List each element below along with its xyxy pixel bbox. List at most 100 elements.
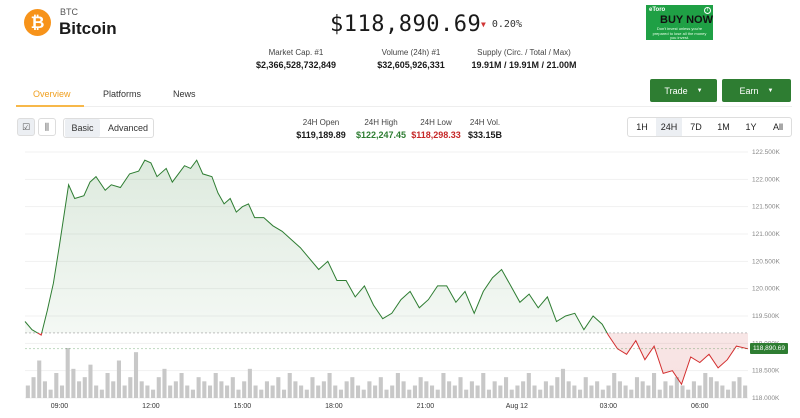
range-7d[interactable]: 7D — [690, 122, 702, 132]
volume-stat: Volume (24h) #1 $32,605,926,331 — [355, 48, 467, 70]
volume-bar — [185, 385, 190, 398]
x-tick-label: 09:00 — [51, 403, 69, 410]
advanced-view-button[interactable]: Advanced — [107, 123, 149, 133]
price-chart[interactable]: 122.500K 122.000K 121.500K 121.000K 120.500K… — [0, 140, 800, 418]
volume-bar — [623, 385, 628, 398]
info-icon[interactable]: i — [704, 7, 711, 14]
volume-bar — [720, 385, 725, 398]
supply-value: 19.91M / 19.91M / 21.00M — [471, 60, 577, 70]
volume-bar — [526, 373, 531, 398]
ad-banner[interactable]: eToro i BUY NOW Don't invest unless you'… — [646, 5, 713, 40]
volume-bar — [395, 373, 400, 398]
volume-bar — [145, 385, 150, 398]
low-stat: 24H Low $118,298.33 — [403, 118, 469, 140]
volume-bar — [281, 389, 287, 398]
trade-label: Trade — [664, 85, 688, 96]
earn-button[interactable]: Earn ▼ — [722, 79, 791, 102]
basic-view-button[interactable]: Basic — [65, 119, 100, 137]
volume-bar — [481, 373, 486, 398]
volume-bar — [458, 377, 463, 398]
price-change-value: 0.20% — [491, 19, 522, 30]
high-value: $122,247.45 — [355, 130, 407, 140]
volume-bar — [42, 381, 47, 398]
y-tick-label: 120.000K — [752, 286, 780, 293]
volume-bar — [646, 385, 651, 398]
volume-bar — [253, 385, 258, 398]
volume-bar — [600, 389, 605, 398]
volume-bar — [168, 385, 173, 398]
volume-bar — [316, 385, 321, 398]
current-price: $118,890.69 — [330, 12, 482, 37]
range-1y[interactable]: 1Y — [745, 122, 757, 132]
line-chart-toggle[interactable]: ☑ — [17, 118, 35, 136]
coin-ticker: BTC — [60, 7, 78, 17]
volume-bar — [133, 352, 139, 398]
volume-bar — [492, 381, 497, 398]
volume-bar — [276, 377, 281, 398]
volume-bar — [128, 377, 133, 398]
volume-bar — [25, 385, 30, 398]
volume-bar — [435, 389, 440, 398]
volume-bar — [697, 385, 702, 398]
volume-bar — [424, 381, 429, 398]
price-line-up — [24, 159, 608, 333]
volume-bar — [669, 385, 674, 398]
volume-bar — [59, 385, 65, 398]
volume-bar — [299, 385, 304, 398]
market-cap-value: $2,366,528,732,849 — [255, 60, 337, 70]
volume-bar — [509, 389, 514, 398]
volume-bar — [361, 389, 366, 398]
volume-bar — [373, 385, 378, 398]
volume-bar — [538, 389, 543, 398]
volume-bar — [475, 385, 480, 398]
vol-label: 24H Vol. — [469, 118, 501, 127]
volume-bar — [663, 381, 668, 398]
range-24h[interactable]: 24H — [656, 118, 682, 136]
volume-bar — [657, 389, 662, 398]
x-tick-label: 15:00 — [234, 403, 252, 410]
range-all[interactable]: All — [772, 122, 783, 132]
area-below-open — [25, 332, 748, 385]
volume-bar — [247, 368, 252, 398]
high-label: 24H High — [364, 118, 398, 127]
volume-bar — [680, 385, 685, 398]
ad-cta[interactable]: BUY NOW — [660, 14, 713, 26]
candle-chart-toggle[interactable]: ⫼ — [38, 118, 56, 136]
volume-bar — [378, 377, 383, 398]
market-cap-stat: Market Cap. #1 $2,366,528,732,849 — [240, 48, 352, 70]
volume-bar — [521, 381, 526, 398]
volume-bar — [441, 373, 446, 398]
volume-bar — [714, 381, 719, 398]
volume-bar — [48, 389, 53, 398]
x-tick-label: 12:00 — [142, 403, 160, 410]
volume-bar — [94, 385, 99, 398]
volume-bar — [629, 389, 634, 398]
y-tick-label: 121.500K — [752, 204, 780, 211]
volume-bar — [333, 385, 338, 398]
range-1m[interactable]: 1M — [717, 122, 730, 132]
open-stat: 24H Open $119,189.89 — [290, 118, 352, 140]
volume-bar — [640, 381, 645, 398]
volume-bar — [338, 389, 344, 398]
volume-bar — [122, 385, 127, 398]
volume-bar — [504, 377, 509, 398]
view-mode-toggle: Basic Advanced — [63, 118, 154, 138]
volume-bar — [708, 377, 714, 398]
tab-news[interactable]: News — [173, 89, 196, 99]
y-tick-label: 118.500K — [752, 368, 780, 375]
volume-value: $32,605,926,331 — [377, 60, 445, 70]
volume-bar — [321, 381, 326, 398]
range-1h[interactable]: 1H — [636, 122, 648, 132]
tab-platforms[interactable]: Platforms — [103, 89, 142, 99]
volume-bar — [202, 381, 207, 398]
volume-bar — [196, 377, 201, 398]
volume-bar — [572, 385, 577, 398]
volume-bar — [691, 381, 696, 398]
x-tick-label: 06:00 — [691, 403, 709, 410]
tab-overview[interactable]: Overview — [33, 89, 71, 99]
volume-bar — [429, 385, 435, 398]
x-tick-label: Aug 12 — [506, 403, 528, 410]
volume-bar — [264, 381, 269, 398]
volume-bar — [612, 373, 617, 398]
trade-button[interactable]: Trade ▼ — [650, 79, 717, 102]
